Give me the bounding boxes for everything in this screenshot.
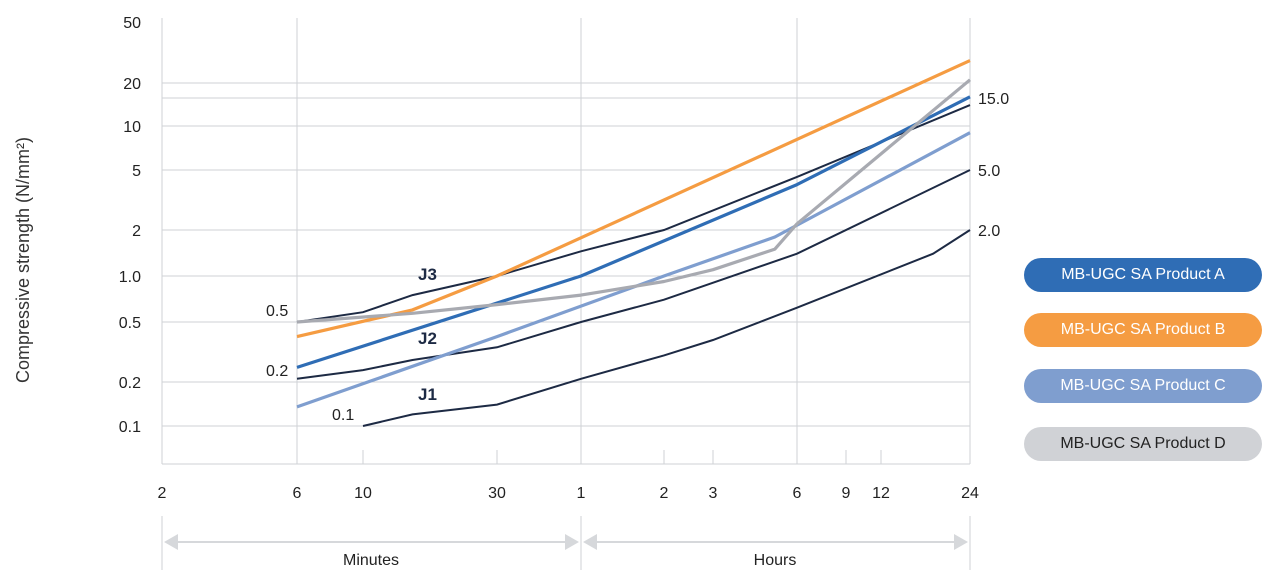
x-tick-label: 2 (158, 485, 167, 502)
y-tick-label: 1.0 (119, 269, 141, 286)
curve-label-j2: J2 (418, 329, 437, 348)
x-tick-label: 10 (354, 485, 372, 502)
y-tick-label: 0.1 (119, 419, 141, 436)
y-tick-label: 20 (123, 76, 141, 93)
reference-value-label: 0.5 (266, 303, 288, 320)
x-tick-label: 30 (488, 485, 506, 502)
hours-arrow-head-right (954, 534, 968, 550)
reference-value-label: 0.1 (332, 407, 354, 424)
x-tick-label: 6 (293, 485, 302, 502)
series-line-d (296, 78, 972, 324)
hours-arrow-head-left (583, 534, 597, 550)
curve-labels: J3 J2 J1 0.5 0.2 0.1 15.0 5.0 2.0 (266, 91, 1009, 424)
y-tick-label: 2 (132, 223, 141, 240)
series-line-a (296, 95, 971, 369)
y-tick-label: 50 (123, 15, 141, 32)
x-tick-label: 3 (709, 485, 718, 502)
x-tick-labels: 2 6 10 30 1 2 3 6 9 12 24 (158, 485, 979, 502)
legend-product-a: MB-UGC SA Product A (1024, 258, 1262, 292)
y-tick-label: 0.5 (119, 315, 141, 332)
reference-value-label: 5.0 (978, 163, 1000, 180)
minutes-arrow-head-left (164, 534, 178, 550)
product-series (296, 59, 972, 409)
y-tick-label: 0.2 (119, 375, 141, 392)
reference-value-label: 0.2 (266, 363, 288, 380)
reference-value-label: 15.0 (978, 91, 1009, 108)
y-tick-labels: 50 20 10 5 2 1.0 0.5 0.2 0.1 (119, 15, 141, 436)
x-tick-label: 9 (842, 485, 851, 502)
curve-label-j1: J1 (418, 385, 437, 404)
series-line-c (296, 131, 971, 409)
segment-label-hours: Hours (754, 552, 797, 569)
legend-product-b: MB-UGC SA Product B (1024, 313, 1262, 347)
reference-curves (296, 104, 971, 427)
axes (161, 18, 971, 465)
x-tick-label: 6 (793, 485, 802, 502)
x-tick-label: 2 (660, 485, 669, 502)
legend-product-c: MB-UGC SA Product C (1024, 369, 1262, 403)
y-tick-label: 10 (123, 119, 141, 136)
y-tick-label: 5 (132, 163, 141, 180)
minutes-arrow-head-right (565, 534, 579, 550)
reference-value-label: 2.0 (978, 223, 1000, 240)
series-line-b (296, 59, 971, 339)
curve-label-j3: J3 (418, 265, 437, 284)
reference-curve-j3 (296, 104, 971, 323)
x-tick-label: 24 (961, 485, 979, 502)
legend-product-d: MB-UGC SA Product D (1024, 427, 1262, 461)
x-tick-label: 12 (872, 485, 890, 502)
reference-curve-j1 (362, 229, 971, 427)
x-tick-label: 1 (577, 485, 586, 502)
reference-curve-j2 (296, 169, 971, 380)
segment-label-minutes: Minutes (343, 552, 399, 569)
time-segments: Minutes Hours (161, 516, 971, 570)
y-axis-label: Compressive strength (N/mm²) (13, 137, 33, 383)
